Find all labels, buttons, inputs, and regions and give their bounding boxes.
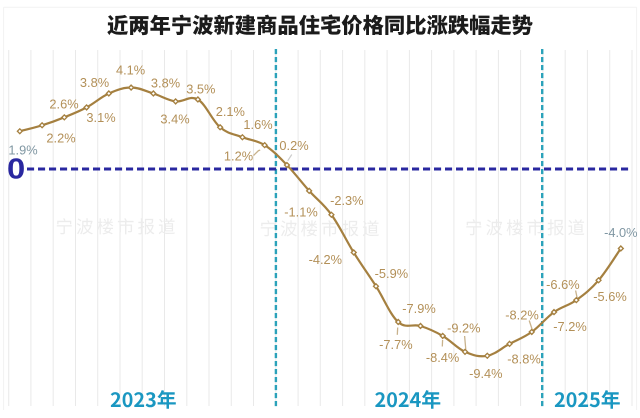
svg-text:1.9%: 1.9%: [8, 143, 37, 158]
svg-text:0: 0: [7, 152, 25, 185]
svg-text:-2.3%: -2.3%: [330, 193, 363, 208]
svg-text:-8.2%: -8.2%: [505, 308, 538, 323]
svg-text:2.6%: 2.6%: [49, 97, 78, 112]
svg-text:2.2%: 2.2%: [46, 131, 75, 146]
svg-text:-9.2%: -9.2%: [447, 320, 480, 335]
svg-text:0.2%: 0.2%: [279, 138, 308, 153]
svg-text:-7.7%: -7.7%: [379, 337, 412, 352]
svg-text:1.6%: 1.6%: [243, 117, 272, 132]
svg-text:-5.9%: -5.9%: [375, 266, 408, 281]
svg-text:3.5%: 3.5%: [186, 82, 215, 97]
svg-text:-7.9%: -7.9%: [402, 301, 435, 316]
svg-text:-1.1%: -1.1%: [284, 204, 317, 219]
svg-text:-8.4%: -8.4%: [426, 350, 459, 365]
svg-text:-9.4%: -9.4%: [469, 366, 502, 381]
svg-text:4.1%: 4.1%: [116, 63, 145, 78]
svg-text:3.8%: 3.8%: [151, 76, 180, 91]
svg-text:2.1%: 2.1%: [216, 104, 245, 119]
svg-text:3.8%: 3.8%: [80, 75, 109, 90]
svg-text:-4.0%: -4.0%: [604, 225, 637, 240]
svg-text:-4.2%: -4.2%: [309, 252, 342, 267]
svg-text:-5.6%: -5.6%: [593, 289, 626, 304]
svg-text:-7.2%: -7.2%: [553, 319, 586, 334]
svg-text:1.2%: 1.2%: [224, 149, 253, 164]
svg-text:-8.8%: -8.8%: [507, 352, 540, 367]
svg-text:3.4%: 3.4%: [160, 111, 189, 126]
svg-text:-6.6%: -6.6%: [546, 277, 579, 292]
svg-text:3.1%: 3.1%: [86, 110, 115, 125]
